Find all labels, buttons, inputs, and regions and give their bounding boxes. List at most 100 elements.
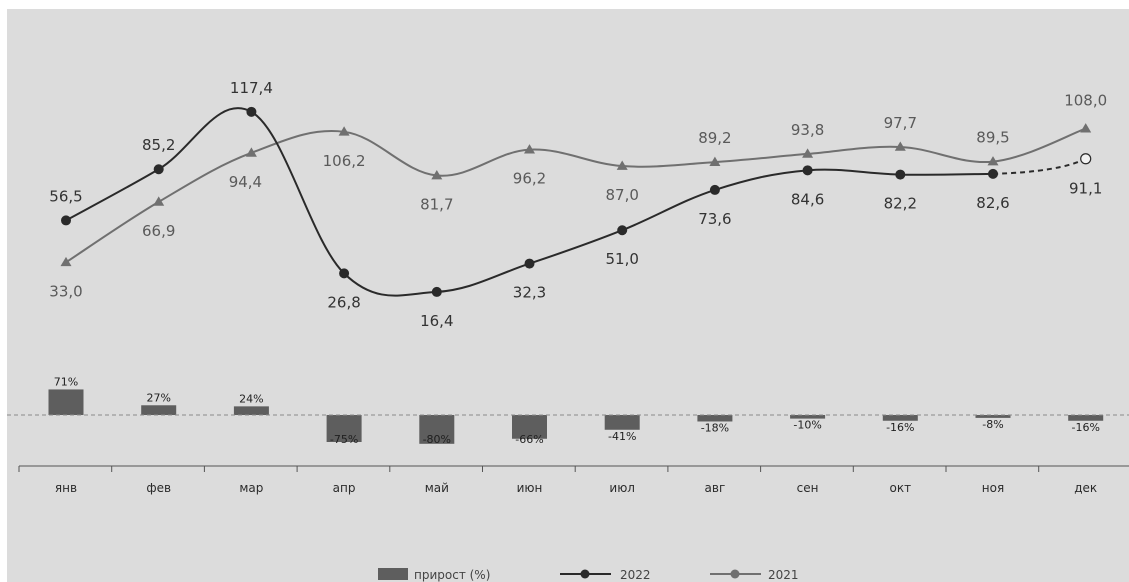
growth-label-1: 27% <box>146 391 170 404</box>
x-ticks-layer <box>18 466 1040 472</box>
value-label-2022-6: 51,0 <box>605 250 638 268</box>
marker-2021-9 <box>894 141 906 151</box>
growth-bar-3 <box>326 415 362 442</box>
marker-2022-7 <box>709 184 720 195</box>
growth-bar-7 <box>697 415 733 422</box>
markers-layer <box>60 106 1092 297</box>
growth-label-6: -41% <box>608 430 636 443</box>
month-label-3: апр <box>333 481 356 495</box>
value-label-2022-5: 32,3 <box>513 284 546 302</box>
legend-swatch-2021-marker <box>730 569 740 579</box>
marker-2021-10 <box>987 156 999 166</box>
growth-label-5: -66% <box>515 433 543 446</box>
growth-label-0: 71% <box>54 375 78 388</box>
legend-label-2022: 2022 <box>620 568 651 582</box>
growth-label-11: -16% <box>1071 421 1099 434</box>
month-label-8: сен <box>797 481 819 495</box>
marker-2021-7 <box>709 156 721 166</box>
marker-2021-2 <box>245 147 257 157</box>
value-label-2021-2: 94,4 <box>229 173 262 191</box>
legend-label-growth: прирост (%) <box>414 568 490 582</box>
value-label-2021-4: 81,7 <box>420 195 453 213</box>
marker-2022-6 <box>617 225 628 236</box>
growth-bar-4 <box>419 415 455 444</box>
marker-2021-3 <box>338 126 350 136</box>
month-label-9: окт <box>890 481 912 495</box>
marker-2022-10 <box>988 168 998 179</box>
value-label-2022-9: 82,2 <box>884 195 917 213</box>
value-label-2021-3: 106,2 <box>323 152 366 170</box>
value-label-2021-5: 96,2 <box>513 170 546 188</box>
marker-2021-5 <box>524 144 535 154</box>
marker-2022-9 <box>895 169 906 180</box>
legend-swatch-2022-marker <box>580 569 590 579</box>
value-label-2022-1: 85,2 <box>142 136 175 154</box>
marker-2021-1 <box>153 196 165 206</box>
growth-bar-0 <box>48 389 84 415</box>
value-label-2022-0: 56,5 <box>49 187 82 205</box>
month-label-10: ноя <box>982 481 1004 495</box>
value-label-2022-2: 117,4 <box>230 79 273 97</box>
growth-bar-1 <box>141 405 177 415</box>
value-label-2022-3: 26,8 <box>327 293 360 311</box>
month-label-4: май <box>425 481 449 495</box>
value-label-2021-0: 33,0 <box>49 282 82 300</box>
marker-2022-2 <box>246 106 257 117</box>
value-label-2021-8: 93,8 <box>791 121 824 139</box>
marker-2022-8 <box>802 165 813 176</box>
marker-2022-0 <box>61 215 71 226</box>
marker-2021-11 <box>1080 123 1092 133</box>
growth-bar-5 <box>512 415 547 439</box>
growth-label-9: -16% <box>886 421 914 434</box>
value-label-2021-7: 89,2 <box>698 129 731 147</box>
month-label-2: мар <box>239 481 263 495</box>
legend-label-2021: 2021 <box>768 568 799 582</box>
growth-bar-2 <box>233 406 269 415</box>
growth-bar-10 <box>975 415 1011 418</box>
chart-area: 71% 27% 24% -75% -80% -66% -41% -18% -10% -16% -8%… <box>7 9 1129 582</box>
growth-label-10: -8% <box>982 418 1003 431</box>
line-bar-chart: 71% 27% 24% -75% -80% -66% -41% -18% -10% -16% -8%… <box>7 79 1129 582</box>
growth-label-4: -80% <box>423 433 451 446</box>
marker-2021-8 <box>802 148 814 158</box>
month-label-11: дек <box>1074 481 1097 495</box>
growth-label-2: 24% <box>239 392 263 405</box>
value-label-2021-11: 108,0 <box>1064 92 1107 110</box>
growth-label-7: -18% <box>701 421 729 434</box>
lines-layer <box>65 107 1087 297</box>
marker-2022-11 <box>1080 153 1092 165</box>
month-label-5: июн <box>517 481 543 495</box>
value-label-2021-9: 97,7 <box>884 114 917 132</box>
value-label-2021-1: 66,9 <box>142 222 175 240</box>
marker-2022-5 <box>524 258 535 269</box>
growth-label-3: -75% <box>330 433 358 446</box>
value-label-2022-4: 16,4 <box>420 312 453 330</box>
month-labels-layer: янв фев мар апр май июн июл авг сен окт ноя дек <box>55 481 1097 495</box>
bars-layer <box>48 389 1104 444</box>
legend-swatch-growth <box>378 568 408 580</box>
value-label-2022-7: 73,6 <box>698 210 731 228</box>
marker-2022-3 <box>339 268 350 279</box>
growth-bar-6 <box>604 415 640 430</box>
value-label-2022-10: 82,6 <box>976 194 1009 212</box>
month-label-0: янв <box>55 481 77 495</box>
marker-2021-4 <box>431 169 443 180</box>
value-label-2021-6: 87,0 <box>605 186 638 204</box>
line-2022 <box>65 107 994 297</box>
growth-bar-9 <box>882 415 918 421</box>
marker-2022-4 <box>431 286 442 297</box>
month-label-7: авг <box>705 481 726 495</box>
value-labels-layer: 71% 27% 24% -75% -80% -66% -41% -18% -10% -16% -8%… <box>49 79 1107 446</box>
growth-bar-8 <box>790 415 826 419</box>
growth-bar-11 <box>1068 415 1104 421</box>
legend: прирост (%) 2022 2021 <box>378 568 799 582</box>
line-2022-forecast <box>992 157 1087 175</box>
month-label-1: фев <box>146 481 171 495</box>
growth-label-8: -10% <box>793 419 821 432</box>
value-label-2021-10: 89,5 <box>976 129 1009 147</box>
line-2021 <box>65 127 1087 264</box>
marker-2021-6 <box>616 160 628 170</box>
month-label-6: июл <box>609 481 635 495</box>
value-label-2022-11: 91,1 <box>1069 180 1102 198</box>
marker-2021-0 <box>60 256 72 267</box>
